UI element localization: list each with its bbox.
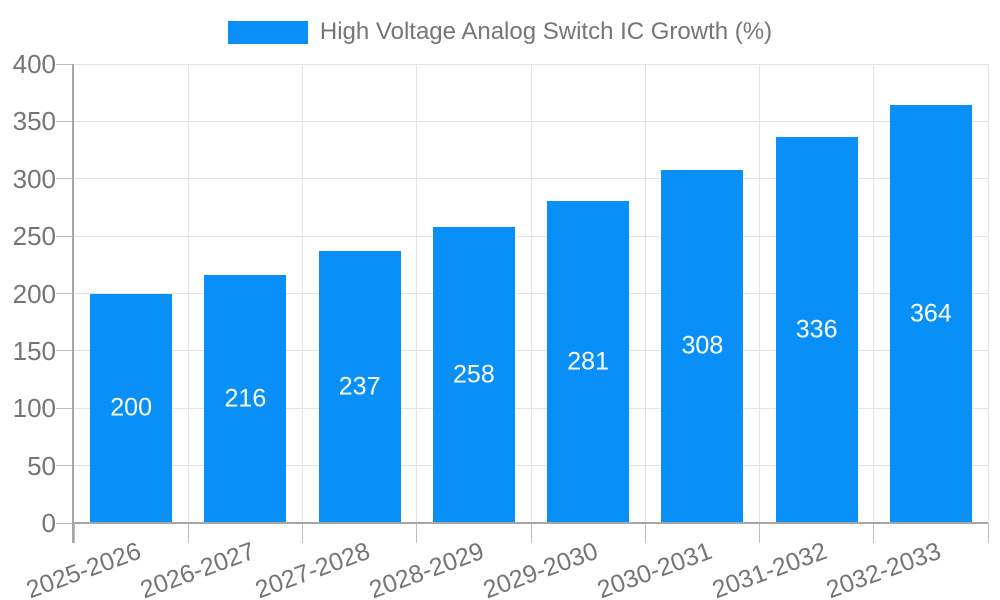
y-tick-label: 0 (41, 508, 56, 538)
y-tick-label: 250 (12, 221, 56, 252)
v-gridline (302, 64, 303, 523)
bar-value-label: 216 (224, 384, 267, 413)
x-tick-mark (873, 523, 875, 543)
y-tick-label: 350 (12, 106, 56, 137)
y-tick-label: 300 (12, 163, 56, 194)
legend[interactable]: High Voltage Analog Switch IC Growth (%) (0, 18, 1000, 46)
y-tick-mark (56, 235, 74, 237)
y-tick-mark (56, 120, 74, 122)
v-gridline (987, 64, 989, 523)
y-tick-mark (56, 350, 74, 352)
v-gridline (873, 64, 875, 523)
bar-value-label: 237 (338, 372, 381, 401)
y-tick-mark (56, 407, 74, 409)
bar[interactable] (775, 137, 858, 523)
bar[interactable] (90, 293, 173, 523)
legend-swatch (227, 20, 308, 44)
v-gridline (644, 64, 646, 523)
x-axis-line (72, 522, 988, 524)
x-tick-mark (987, 523, 989, 543)
bar-value-label: 308 (681, 331, 724, 360)
v-gridline (187, 64, 189, 523)
y-tick-mark (56, 63, 74, 65)
y-tick-label: 400 (12, 49, 56, 79)
v-gridline (416, 64, 418, 523)
bar-value-label: 364 (910, 299, 952, 328)
x-tick-mark (187, 523, 189, 543)
x-tick-mark (416, 523, 418, 543)
bar[interactable] (318, 251, 401, 523)
y-tick-label: 100 (12, 393, 56, 424)
v-gridline (530, 64, 532, 523)
legend-label: High Voltage Analog Switch IC Growth (%) (319, 18, 773, 45)
bar[interactable] (432, 226, 515, 523)
plot-area: 0 50 100 150 200 250 300 350 400 2025-2026 2026-20… (13, 49, 989, 600)
bar[interactable] (547, 200, 630, 523)
bar[interactable] (889, 105, 972, 523)
bar-value-label: 281 (567, 347, 609, 376)
x-tick-mark (302, 523, 303, 543)
x-tick-mark (644, 523, 646, 543)
y-tick-mark (56, 465, 74, 467)
bar-value-label: 258 (453, 360, 495, 389)
y-tick-mark (56, 293, 74, 294)
y-tick-label: 50 (27, 450, 56, 481)
bar-value-label: 336 (795, 315, 838, 344)
x-tick-mark (73, 523, 75, 543)
bar-value-label: 200 (110, 393, 152, 422)
y-tick-mark (56, 178, 74, 180)
y-tick-label: 200 (12, 278, 56, 309)
v-gridline (759, 64, 760, 523)
y-tick-label: 150 (12, 335, 56, 366)
x-tick-mark (759, 523, 760, 543)
bar[interactable] (204, 275, 287, 523)
y-tick-mark (56, 522, 74, 524)
y-axis-line (72, 64, 74, 543)
x-tick-mark (530, 523, 532, 543)
bar[interactable] (661, 169, 744, 523)
